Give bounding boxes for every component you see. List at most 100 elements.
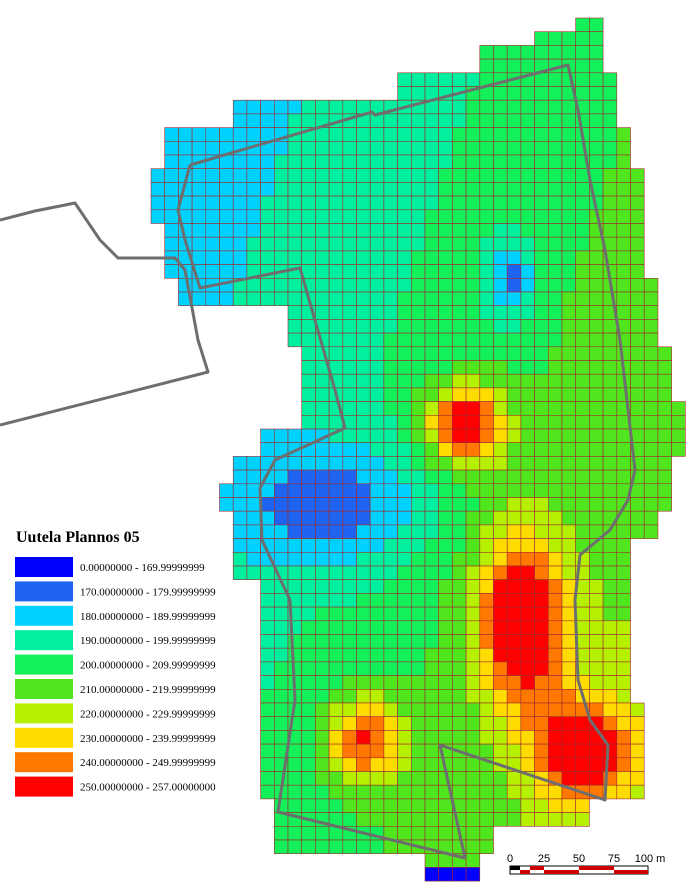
grid-cell [410, 209, 426, 224]
grid-cell [547, 264, 563, 279]
grid-cell [369, 373, 385, 389]
grid-cell [410, 743, 426, 759]
grid-cell [164, 127, 179, 142]
grid-cell [301, 702, 316, 717]
grid-cell [547, 743, 563, 759]
grid-cell [534, 606, 549, 622]
grid-cell [342, 209, 357, 224]
grid-cell [520, 510, 535, 526]
grid-cell [630, 757, 645, 772]
grid-cell [575, 17, 590, 32]
grid-cell [342, 524, 357, 539]
grid-cell [589, 332, 604, 348]
grid-cell [356, 620, 371, 635]
grid-cell [575, 469, 590, 485]
grid-cell [520, 551, 535, 567]
grid-cell [534, 387, 549, 402]
grid-cell [493, 702, 508, 717]
grid-cell [424, 442, 439, 457]
grid-cell [520, 634, 535, 649]
grid-cell [383, 428, 398, 443]
grid-cell [273, 620, 289, 635]
grid-cell [534, 401, 549, 416]
grid-cell [438, 209, 453, 224]
grid-cell [589, 675, 604, 690]
grid-cell [273, 661, 289, 676]
grid-cell [301, 538, 316, 553]
grid-cell [630, 168, 645, 183]
grid-cell [589, 606, 604, 622]
grid-cell [301, 716, 316, 731]
grid-cell [452, 305, 467, 320]
grid-cell [356, 469, 371, 485]
grid-cell [589, 360, 604, 375]
grid-cell [424, 688, 439, 704]
grid-cell [410, 825, 426, 841]
grid-cell [369, 182, 385, 197]
grid-cell [561, 414, 576, 430]
grid-cell [232, 291, 248, 306]
grid-cell [246, 168, 261, 183]
grid-cell [452, 360, 467, 375]
grid-cell [465, 209, 481, 224]
grid-cell [465, 784, 481, 800]
grid-cell [547, 373, 563, 389]
grid-cell [589, 154, 604, 169]
grid-cell [465, 236, 481, 252]
grid-cell [397, 277, 412, 293]
grid-cell [506, 456, 522, 471]
grid-cell [561, 579, 576, 594]
grid-cell [438, 154, 453, 169]
grid-cell [369, 291, 385, 306]
grid-cell [356, 264, 371, 279]
grid-cell [616, 264, 631, 279]
grid-cell [356, 593, 371, 608]
scale-label: 75 [608, 853, 620, 865]
grid-cell [479, 45, 494, 60]
grid-cell [520, 593, 535, 608]
grid-cell [520, 373, 535, 389]
grid-cell [657, 387, 672, 402]
grid-cell [383, 373, 398, 389]
grid-cell [219, 223, 234, 238]
grid-cell [410, 456, 426, 471]
grid-cell [356, 442, 371, 457]
grid-cell [356, 771, 371, 786]
grid-cell [397, 154, 412, 169]
grid-cell [520, 647, 535, 663]
grid-cell [547, 168, 563, 183]
grid-cell [506, 428, 522, 443]
grid-cell [287, 277, 302, 293]
grid-cell [465, 113, 481, 128]
grid-cell [328, 675, 344, 690]
grid-cell [369, 168, 385, 183]
legend-label: 230.00000000 - 239.99999999 [80, 733, 216, 745]
grid-cell [328, 236, 344, 252]
grid-cell [506, 798, 522, 813]
grid-cell [602, 442, 618, 457]
grid-cell [164, 236, 179, 252]
grid-cell [575, 277, 590, 293]
grid-cell [342, 182, 357, 197]
grid-cell [260, 291, 275, 306]
grid-cell [342, 373, 357, 389]
grid-cell [520, 456, 535, 471]
grid-cell [369, 593, 385, 608]
grid-cell [493, 812, 508, 827]
grid-cell [602, 72, 618, 87]
grid-cell [561, 551, 576, 567]
grid-cell [369, 538, 385, 553]
grid-cell [397, 414, 412, 430]
grid-cell [219, 264, 234, 279]
grid-cell [561, 154, 576, 169]
grid-cell [575, 456, 590, 471]
grid-cell [534, 743, 549, 759]
grid-cell [260, 661, 275, 676]
grid-cell [438, 168, 453, 183]
grid-cell [410, 593, 426, 608]
grid-cell [356, 551, 371, 567]
grid-cell [383, 812, 398, 827]
grid-cell [506, 647, 522, 663]
grid-cell [287, 168, 302, 183]
grid-cell [342, 812, 357, 827]
